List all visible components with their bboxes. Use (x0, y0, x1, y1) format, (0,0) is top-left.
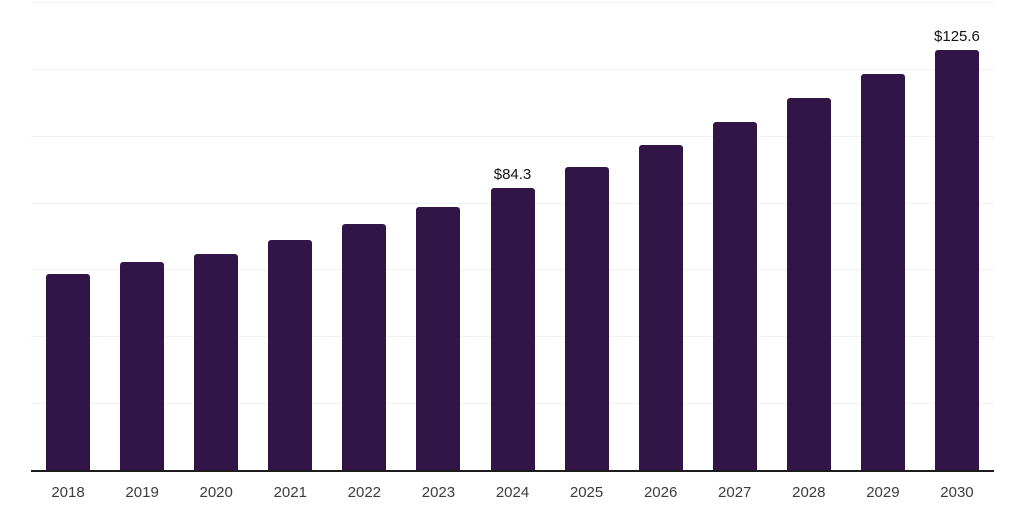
gridline (31, 2, 994, 3)
x-axis-label-2028: 2028 (792, 484, 826, 501)
bar-2018 (46, 274, 91, 470)
bar-2028 (786, 97, 831, 470)
x-axis-label-2030: 2030 (940, 484, 974, 501)
x-axis-label-2024: 2024 (495, 484, 530, 501)
x-axis-label-2025: 2025 (569, 484, 604, 501)
x-axis-label-2027: 2027 (718, 484, 752, 501)
x-axis-label-2022: 2022 (347, 484, 382, 501)
plot-area (31, 2, 994, 472)
value-label-2030: $125.6 (934, 28, 980, 46)
x-axis-label-2019: 2019 (125, 484, 159, 501)
gridline (31, 135, 994, 137)
bar-2029 (860, 73, 905, 470)
x-axis-label-2023: 2023 (421, 484, 456, 501)
x-axis-label-2021: 2021 (273, 484, 307, 501)
bar-2025 (564, 167, 609, 470)
value-label-2024: $84.3 (493, 166, 532, 184)
bar-2023 (416, 207, 461, 470)
gridline (31, 68, 994, 70)
bar-2026 (638, 145, 683, 470)
bar-2027 (712, 121, 757, 470)
bar-2021 (268, 240, 313, 470)
bar-2019 (120, 262, 165, 470)
bar-2030 (934, 50, 979, 470)
x-axis-label-2029: 2029 (866, 484, 900, 501)
x-axis-label-2020: 2020 (199, 484, 233, 501)
bar-2022 (342, 224, 387, 470)
x-axis-line (31, 470, 994, 472)
bar-2020 (194, 254, 239, 470)
bar-2024 (490, 188, 535, 470)
x-axis-label-2018: 2018 (51, 484, 85, 501)
x-axis-label-2026: 2026 (643, 484, 678, 501)
